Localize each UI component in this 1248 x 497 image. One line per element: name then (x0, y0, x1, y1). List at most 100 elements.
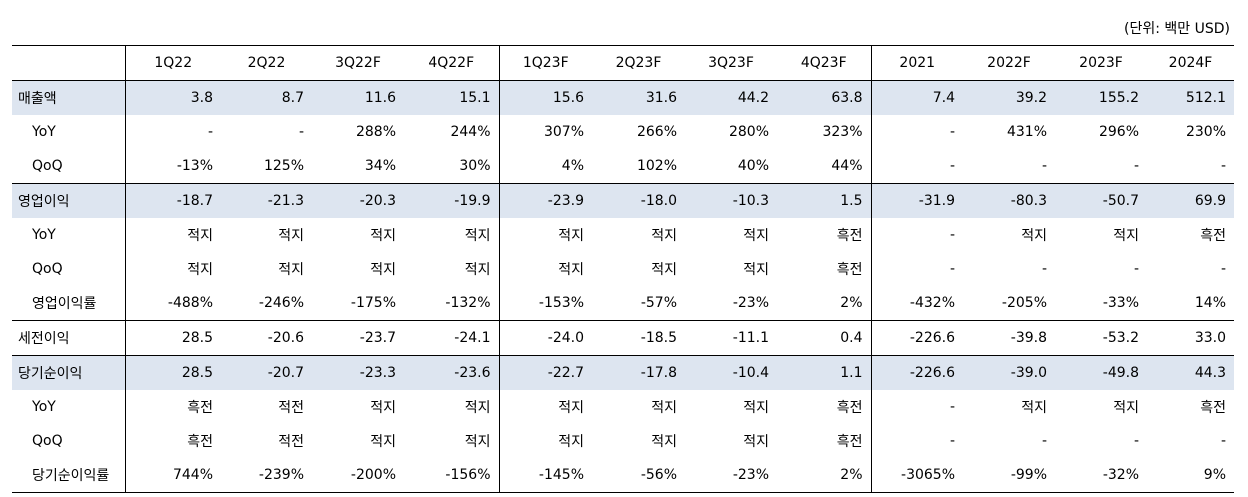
table-cell: 적지 (1113, 400, 1139, 416)
table-cell: 적지 (404, 218, 500, 252)
row-label: 당기순이익률 (12, 458, 126, 493)
table-cell: -3065% (871, 458, 963, 493)
table-cell: 44.2 (685, 80, 777, 115)
row-label: 영업이익률 (12, 286, 126, 321)
table-cell: -246% (258, 295, 304, 311)
table-cell: 2% (777, 458, 872, 493)
table-cell: -56% (592, 458, 685, 493)
table-cell: 125% (263, 158, 304, 174)
table-cell: -200% (312, 458, 404, 493)
table-cell: - (298, 124, 304, 140)
table-cell: -99% (963, 458, 1055, 493)
table-row: YoY 흑전 적전 적지 적지 적지 적지 적지 흑전 - 적지 적지 흑전 (12, 390, 1234, 424)
column-header: 2Q23F (592, 45, 685, 81)
table-cell: -31.9 (871, 183, 963, 218)
table-cell: 적지 (187, 228, 213, 244)
table-cell: -18.0 (592, 183, 685, 218)
table-cell: 적지 (743, 400, 769, 416)
table-cell: 69.9 (1147, 183, 1234, 218)
table-cell: - (207, 124, 213, 140)
table-cell: 적지 (558, 262, 584, 278)
table-cell: -132% (404, 286, 500, 321)
table-cell: -22.7 (499, 355, 592, 390)
row-label: YoY (12, 218, 126, 252)
table-cell: 11.6 (312, 80, 404, 115)
table-row: 영업이익 -18.7 -21.3 -20.3 -19.9 -23.9 -18.0 -10.3 1… (12, 183, 1234, 218)
table-cell: -145% (499, 458, 592, 493)
table-cell: 4% (561, 158, 584, 174)
table-cell: - (1041, 433, 1047, 449)
table-cell: 1.5 (777, 183, 872, 218)
unit-note: (단위: 백만 USD) (1124, 21, 1230, 37)
table-cell: 적지 (370, 228, 396, 244)
table-cell: 1.1 (777, 355, 872, 390)
table-cell: -23.9 (499, 183, 592, 218)
table-cell: 30% (404, 149, 500, 184)
header-row: 1Q22 2Q22 3Q22F 4Q22F 1Q23F 2Q23F 3Q23F 4Q23F 20… (12, 45, 1234, 81)
table-cell: - (1133, 433, 1139, 449)
table-cell: -23.7 (312, 320, 404, 356)
table-cell: -488% (167, 295, 213, 311)
table-cell: -20.6 (221, 320, 312, 356)
table-cell: -80.3 (963, 183, 1055, 218)
table-cell: 9% (1147, 458, 1234, 493)
table-cell: 적지 (558, 400, 584, 416)
column-header: 2024F (1147, 45, 1234, 81)
table-cell: 431% (1006, 124, 1047, 140)
table-cell: 흑전 (187, 434, 213, 450)
table-cell: 적지 (743, 434, 769, 450)
table-cell: -21.3 (221, 183, 312, 218)
table-cell: -24.0 (499, 320, 592, 356)
column-header: 2022F (963, 45, 1055, 81)
table-cell: 14% (1194, 295, 1226, 311)
table-cell: 적전 (278, 400, 304, 416)
table-cell: 적지 (278, 262, 304, 278)
table-cell: -226.6 (871, 355, 963, 390)
table-cell: 흑전 (187, 400, 213, 416)
table-cell: 28.5 (125, 320, 221, 356)
table-cell: -432% (909, 295, 955, 311)
table-cell: - (949, 124, 955, 140)
table-cell: 적지 (1113, 228, 1139, 244)
table-cell: -23% (685, 458, 777, 493)
table-cell: 적지 (370, 262, 396, 278)
table-row: 영업이익률 -488% -246% -175% -132% -153% -57% -23% 2%… (12, 286, 1234, 321)
table-cell: 15.1 (404, 80, 500, 115)
table-cell: 28.5 (125, 355, 221, 390)
table-cell: 288% (355, 124, 396, 140)
table-row: YoY 적지 적지 적지 적지 적지 적지 적지 흑전 - 적지 적지 흑전 (12, 218, 1234, 252)
table-cell: -20.7 (221, 355, 312, 390)
table-cell: - (949, 227, 955, 243)
column-header: 2021 (871, 45, 963, 81)
table-cell: -226.6 (871, 320, 963, 356)
table-cell: -20.3 (312, 183, 404, 218)
table-body: 매출액 3.8 8.7 11.6 15.1 15.6 31.6 44.2 63.8 7.4 39.2… (12, 80, 1234, 493)
row-label: 영업이익 (12, 183, 126, 218)
table-cell: - (949, 261, 955, 277)
financial-summary-table: 1Q22 2Q22 3Q22F 4Q22F 1Q23F 2Q23F 3Q23F 4Q23F 20… (12, 45, 1234, 493)
column-header: 1Q23F (499, 45, 592, 81)
row-label: 매출액 (12, 80, 126, 115)
table-cell: 적지 (187, 262, 213, 278)
table-cell: -156% (404, 458, 500, 493)
table-cell: -18.7 (125, 183, 221, 218)
column-header: 2Q22 (221, 45, 312, 81)
table-cell: 적지 (370, 400, 396, 416)
table-cell: 적지 (404, 252, 500, 286)
table-row: QoQ 흑전 적전 적지 적지 적지 적지 적지 흑전 - - - - (12, 424, 1234, 458)
table-cell: -17.8 (592, 355, 685, 390)
table-cell: 적지 (1021, 228, 1047, 244)
table-cell: 307% (543, 124, 584, 140)
table-cell: 적지 (404, 424, 500, 458)
table-cell: 266% (636, 124, 677, 140)
table-cell: 155.2 (1055, 80, 1147, 115)
column-header: 3Q22F (312, 45, 404, 81)
table-cell: - (1133, 261, 1139, 277)
table-cell: 244% (404, 115, 500, 149)
table-cell: -23.3 (312, 355, 404, 390)
table-cell: 8.7 (221, 80, 312, 115)
row-label: QoQ (12, 424, 126, 458)
table-cell: 적지 (651, 228, 677, 244)
table-cell: 적지 (558, 434, 584, 450)
table-cell: 33.0 (1147, 320, 1234, 356)
